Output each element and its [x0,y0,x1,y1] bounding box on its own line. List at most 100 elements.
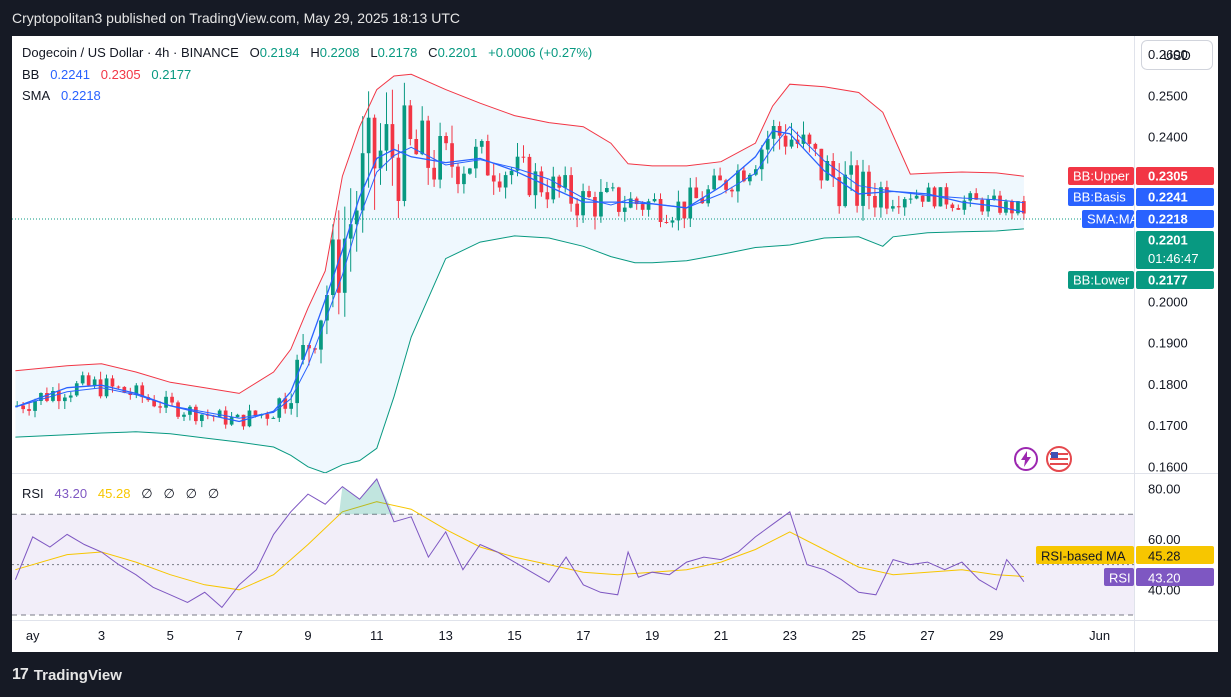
candle[interactable] [599,179,603,223]
candle[interactable] [920,195,925,207]
candle[interactable] [515,143,520,177]
candle[interactable] [158,401,162,414]
candle[interactable] [27,402,31,416]
rsi-ma-line[interactable] [15,501,1024,591]
candle[interactable] [998,190,1002,215]
candle[interactable] [855,160,859,213]
candle[interactable] [217,408,222,417]
bb-basis-line[interactable] [15,125,1024,419]
candle[interactable] [813,142,818,157]
candle[interactable] [33,398,37,418]
currency-button[interactable]: USD [1141,40,1213,70]
candle[interactable] [879,181,883,218]
candle[interactable] [896,195,901,214]
rsi-pane[interactable] [12,478,1134,616]
candle[interactable] [200,414,204,428]
candle[interactable] [426,115,430,185]
candle[interactable] [57,383,61,410]
legend-row-rsi[interactable]: RSI 43.20 45.28 ∅ ∅ ∅ ∅ [22,486,219,502]
bb-upper-line[interactable] [15,73,1024,394]
candle[interactable] [730,186,734,198]
candle[interactable] [444,132,448,151]
candle[interactable] [116,385,121,389]
candle[interactable] [360,116,365,233]
candle[interactable] [396,144,401,219]
candle[interactable] [825,155,830,181]
candle[interactable] [587,185,591,199]
price-pane[interactable] [12,73,1134,473]
candle[interactable] [354,191,359,252]
candle[interactable] [456,163,460,194]
chart-panel[interactable]: 0.26000.25000.24000.23000.22000.21000.20… [12,36,1218,652]
lightning-icon[interactable] [1013,446,1039,472]
candle[interactable] [539,166,544,197]
candle[interactable] [545,179,550,209]
candle[interactable] [63,393,67,409]
chart-svg[interactable]: 0.26000.25000.24000.23000.22000.21000.20… [12,36,1218,652]
candle[interactable] [527,153,532,197]
candle[interactable] [646,198,651,217]
candle[interactable] [765,130,770,164]
candle[interactable] [319,319,323,364]
bb-lower-line[interactable] [15,228,1024,473]
candle[interactable] [575,198,579,228]
candle[interactable] [521,145,526,163]
candle[interactable] [593,191,597,230]
candle[interactable] [819,148,824,189]
candle[interactable] [831,153,836,187]
candle[interactable] [491,163,496,195]
candle[interactable] [712,168,716,191]
candle[interactable] [80,371,85,386]
candle[interactable] [611,182,615,192]
candle[interactable] [801,121,806,148]
legend-row-bb[interactable]: BB 0.2241 0.2305 0.2177 [22,67,191,82]
candle[interactable] [533,163,538,209]
candle[interactable] [384,92,389,171]
candle[interactable] [944,183,949,209]
candle[interactable] [885,180,889,215]
candle[interactable] [557,174,562,198]
candle[interactable] [968,191,973,207]
candle[interactable] [908,193,913,204]
candle[interactable] [1016,201,1020,216]
candle[interactable] [706,185,710,207]
candle[interactable] [932,186,937,209]
candle[interactable] [485,134,490,176]
candle[interactable] [194,404,198,425]
rsi-line[interactable] [14,478,1025,609]
candle[interactable] [414,129,419,155]
candle[interactable] [980,197,984,216]
candle[interactable] [432,150,436,187]
candle[interactable] [956,204,961,211]
candle[interactable] [331,224,335,308]
candle[interactable] [581,183,585,223]
candle[interactable] [271,416,276,419]
candle[interactable] [652,193,657,203]
candle[interactable] [229,412,234,426]
candle[interactable] [235,413,240,418]
candle[interactable] [605,181,609,194]
candle[interactable] [962,195,967,215]
candle[interactable] [503,171,508,199]
candle[interactable] [438,122,442,189]
candle[interactable] [718,167,722,181]
candle[interactable] [676,190,681,231]
candle[interactable] [849,151,853,191]
candle[interactable] [682,201,687,229]
candle[interactable] [479,139,484,154]
candle[interactable] [462,166,466,194]
candle[interactable] [497,173,502,192]
candle[interactable] [861,159,865,221]
candle[interactable] [378,123,383,185]
candle[interactable] [658,193,663,228]
candle[interactable] [289,393,293,415]
candle[interactable] [170,392,174,406]
candle[interactable] [694,177,699,199]
candle[interactable] [1022,195,1026,220]
tradingview-logo[interactable]: 17 TradingView [12,666,122,684]
candle[interactable] [164,390,168,413]
candle[interactable] [777,121,782,150]
candle[interactable] [450,125,454,178]
candle[interactable] [134,383,139,399]
candle[interactable] [348,188,353,272]
